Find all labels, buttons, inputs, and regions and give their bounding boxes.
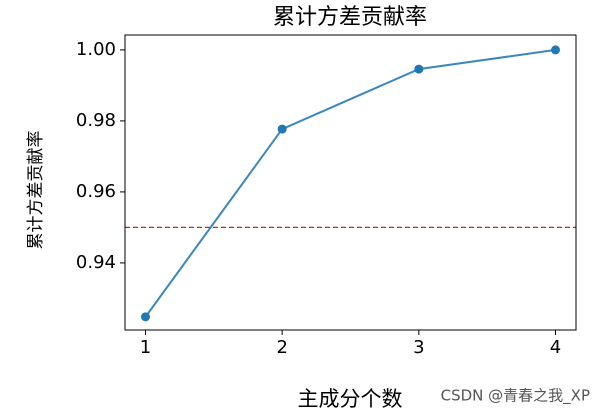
x-axis-label: 主成分个数 [298,387,403,411]
plot-frame [124,34,577,331]
x-tick-label: 2 [276,337,287,358]
point [551,45,560,55]
y-tick-label: 0.94 [76,252,116,273]
point [414,64,424,74]
watermark: CSDN @青春之我_XP [441,387,590,406]
x-tick-label: 3 [413,337,424,358]
point [141,312,150,322]
chart-title: 累计方差贡献率 [273,5,427,30]
y-tick-label: 0.96 [76,181,116,202]
x-tick-label: 4 [550,337,561,358]
y-axis-label: 累计方差贡献率 [26,131,46,250]
line [144,48,556,318]
y-tick-label: 0.98 [76,110,116,131]
point [277,124,287,134]
y-tick-label: 1.00 [76,39,116,60]
x-tick-label: 1 [140,337,151,358]
